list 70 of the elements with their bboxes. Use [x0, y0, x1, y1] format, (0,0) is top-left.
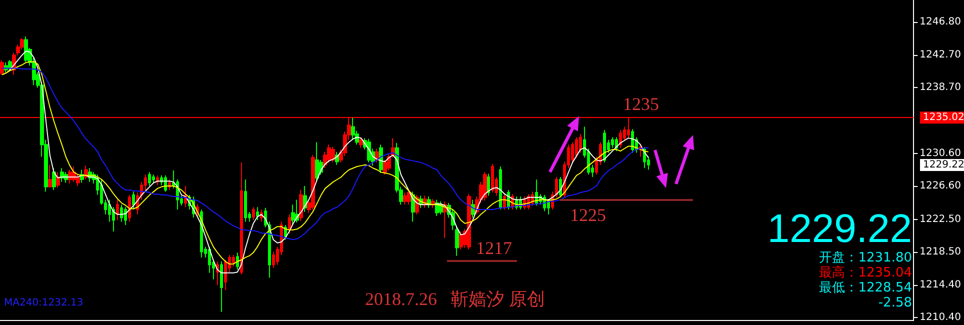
candlestick: [48, 164, 52, 188]
y-tick-label: 1218.50: [920, 246, 962, 258]
y-tick-label: 1242.70: [920, 50, 962, 61]
candlestick: [503, 194, 506, 210]
candlestick: [455, 226, 459, 256]
candlestick: [407, 190, 411, 206]
candlestick: [124, 206, 127, 226]
y-tick-label: 1210.40: [920, 312, 962, 324]
candlestick: [288, 214, 291, 234]
candlestick: [559, 176, 562, 198]
annotation: -2.58: [878, 296, 912, 310]
ref-line-label: 1235.02: [923, 112, 964, 124]
candlestick: [256, 206, 259, 221]
candlestick: [499, 166, 502, 210]
candlestick: [459, 230, 463, 250]
candlestick: [236, 252, 239, 270]
candlestick: [351, 117, 355, 140]
candlestick: [611, 136, 614, 148]
candlestick: [555, 176, 558, 198]
annotation: 最高：1235.04: [819, 264, 912, 280]
annotation: 1225: [570, 205, 606, 225]
candlestick: [579, 134, 582, 154]
candlestick: [0, 60, 4, 76]
candlestick: [483, 172, 487, 202]
annotation: 2018.7.26 靳嫱汐 原创: [365, 289, 545, 309]
candlestick: [148, 172, 151, 186]
candlestick: [359, 136, 363, 148]
candlestick: [132, 191, 135, 210]
candlestick: [299, 190, 303, 222]
candlestick: [431, 198, 435, 208]
candlestick: [220, 261, 223, 312]
y-tick-label: 1222.50: [920, 214, 962, 225]
candlestick: [487, 173, 490, 196]
candlestick: [491, 164, 494, 193]
candlestick: [152, 174, 155, 184]
candlestick: [303, 185, 307, 212]
candlestick: [244, 178, 247, 222]
candlestick: [252, 206, 255, 221]
annotation: 开盘：1231.80: [819, 250, 912, 266]
candlestick: [56, 172, 60, 188]
annotation: 1235: [623, 94, 659, 114]
y-tick-label: 1238.70: [920, 82, 962, 94]
candlestick: [52, 168, 56, 191]
annotation: 最低：1228.54: [819, 280, 912, 296]
candlestick: [128, 194, 131, 222]
y-tick-label: 1214.40: [920, 280, 962, 291]
annotation: MA240:1232.13: [4, 298, 84, 308]
candlestick: [575, 136, 578, 158]
annotation: 1217: [476, 238, 512, 258]
candlestick: [291, 204, 295, 226]
candlestick: [8, 60, 12, 70]
candlestick: [603, 129, 606, 163]
candlestick: [379, 144, 383, 174]
y-tick-label: 1246.80: [920, 16, 962, 28]
y-tick-label: 1230.60: [920, 148, 962, 160]
candlestick: [24, 36, 28, 62]
candlestick: [272, 251, 275, 269]
candlestick: [240, 162, 243, 276]
candlestick: [116, 199, 119, 221]
y-tick-label: 1226.60: [920, 180, 962, 192]
text: 1229.22: [923, 160, 964, 170]
candlestick: [311, 154, 315, 210]
candlestick: [619, 129, 622, 148]
candlestick: [467, 194, 471, 250]
candlestick: [403, 192, 407, 206]
candlestick: [224, 259, 227, 290]
annotation: 1229.22: [767, 207, 912, 251]
candlestick: [331, 146, 335, 163]
candlestick: [471, 199, 475, 218]
candlestick: [315, 142, 319, 182]
